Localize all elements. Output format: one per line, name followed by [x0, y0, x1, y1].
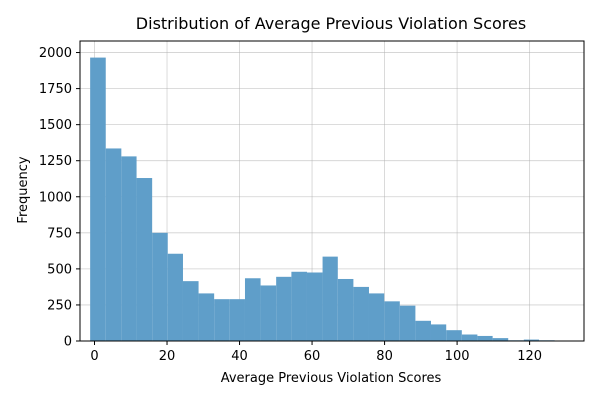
histogram-bar	[214, 299, 230, 341]
histogram-bar	[90, 57, 106, 341]
y-tick-label: 1500	[39, 118, 72, 133]
histogram-bar	[244, 278, 261, 341]
histogram-bar	[291, 271, 307, 341]
plot-frame	[79, 40, 585, 342]
histogram-bar	[384, 301, 400, 341]
x-tick-label: 40	[231, 349, 248, 364]
histogram-bar	[167, 253, 183, 341]
histogram-bar	[337, 278, 354, 341]
histogram-bar	[446, 330, 462, 341]
y-axis-title: Frequency	[16, 156, 31, 223]
y-tick-label: 500	[47, 262, 72, 277]
chart-title: Distribution of Average Previous Violati…	[136, 14, 526, 33]
histogram-bar	[461, 334, 478, 341]
x-tick-label: 20	[159, 349, 176, 364]
x-tick-label: 120	[517, 349, 542, 364]
histogram-bar	[229, 299, 245, 341]
histogram-bar	[353, 286, 369, 341]
histogram-bar	[415, 320, 431, 341]
histogram-bar	[136, 178, 153, 341]
y-tick-label: 250	[47, 298, 72, 313]
histogram-bar	[399, 305, 416, 341]
x-tick-label: 80	[376, 349, 393, 364]
histogram-bar	[523, 339, 540, 341]
y-tick-label: 1000	[39, 190, 72, 205]
y-tick-label: 1750	[39, 82, 72, 97]
y-axis-ticks: 0 250 500 750 1000 1250 1500 1750 2000	[39, 46, 80, 350]
histogram-bar	[152, 232, 168, 341]
y-tick-label: 0	[64, 335, 72, 350]
histogram-bar	[306, 272, 323, 341]
histogram-bar	[198, 293, 215, 341]
x-axis-title: Average Previous Violation Scores	[221, 371, 442, 386]
x-tick-label: 0	[90, 349, 98, 364]
histogram-bar	[322, 256, 338, 341]
x-tick-label: 60	[304, 349, 321, 364]
histogram-bar	[121, 156, 137, 341]
histogram-bar	[430, 324, 447, 341]
x-axis-ticks: 0 20 40 60 80 100 120	[90, 341, 542, 364]
x-tick-label: 100	[445, 349, 470, 364]
histogram-bar	[260, 285, 277, 341]
histogram-bar	[492, 338, 509, 341]
histogram-bar	[368, 293, 385, 341]
histogram-bar	[276, 276, 292, 341]
histogram-bar	[182, 281, 199, 341]
histogram-bar	[477, 335, 493, 341]
y-tick-label: 2000	[39, 46, 72, 61]
y-tick-label: 1250	[39, 154, 72, 169]
y-tick-label: 750	[47, 226, 72, 241]
histogram-bars	[90, 57, 555, 341]
histogram-bar	[105, 148, 122, 341]
